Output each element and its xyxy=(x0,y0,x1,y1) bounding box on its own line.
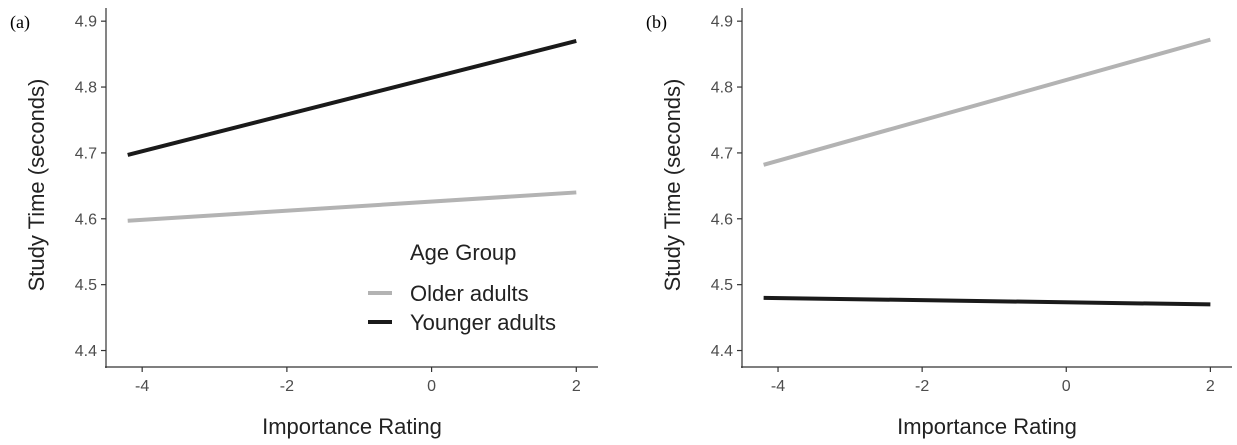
panel-b-y-tick-label: 4.8 xyxy=(711,80,733,97)
panel-a-y-tick-label: 4.8 xyxy=(75,80,97,97)
panel-b-x-tick-label: 2 xyxy=(1206,378,1215,395)
panel-b-x-tick-label: 0 xyxy=(1062,378,1071,395)
panel-b-x-tick-label: -4 xyxy=(771,378,785,395)
panel-a-label: (a) xyxy=(10,12,30,33)
panel-a-x-tick-label: -4 xyxy=(135,378,149,395)
panel-b-y-tick-label: 4.5 xyxy=(711,277,733,294)
panel-a-y-tick-label: 4.9 xyxy=(75,14,97,31)
panel-b-x-axis-title: Importance Rating xyxy=(897,414,1077,439)
panel-a-x-tick-label: 0 xyxy=(427,378,436,395)
panel-a-line-younger-adults xyxy=(127,38,577,157)
panel-a-x-axis-title: Importance Rating xyxy=(262,414,442,439)
legend-label-younger-adults: Younger adults xyxy=(410,310,556,335)
panel-a-y-tick-label: 4.7 xyxy=(75,145,97,162)
panel-b-y-tick-label: 4.7 xyxy=(711,145,733,162)
panel-a-y-tick-label: 4.6 xyxy=(75,211,97,228)
legend-title: Age Group xyxy=(410,240,516,265)
panel-b-x-tick-label: -2 xyxy=(915,378,929,395)
panel-a-line-older-adults xyxy=(127,190,577,223)
panel-b-y-axis-title: Study Time (seconds) xyxy=(660,79,685,292)
panel-b-label: (b) xyxy=(646,12,667,33)
panel-b-y-tick-label: 4.4 xyxy=(711,343,733,360)
panel-a-x-tick-label: -2 xyxy=(280,378,294,395)
legend-label-older-adults: Older adults xyxy=(410,281,529,306)
panel-b-line-younger-adults xyxy=(763,295,1211,307)
legend: Age Group Older adults Younger adults xyxy=(368,240,556,335)
panel-a-y-axis-title: Study Time (seconds) xyxy=(24,79,49,292)
panel-a-y-tick-label: 4.5 xyxy=(75,277,97,294)
panel-b-line-older-adults xyxy=(763,37,1211,167)
panel-a-y-tick-label: 4.4 xyxy=(75,343,97,360)
panel-b-y-tick-label: 4.6 xyxy=(711,211,733,228)
panel-a-x-tick-label: 2 xyxy=(572,378,581,395)
panel-b-y-tick-label: 4.9 xyxy=(711,14,733,31)
